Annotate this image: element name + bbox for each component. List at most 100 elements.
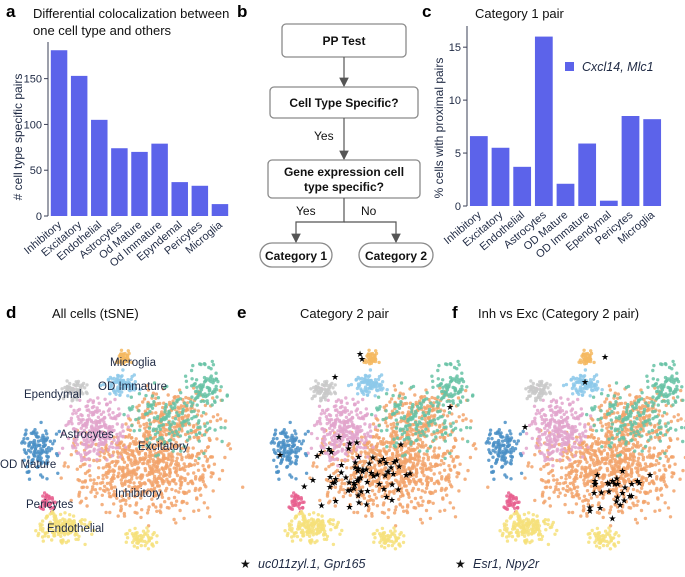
tsne-d-point-astrocytes <box>85 444 88 447</box>
tsne-e-point-ependymal <box>324 398 327 401</box>
tsne-d-point-inhibitory <box>106 482 109 485</box>
tsne-e-point-excitatory <box>430 375 433 378</box>
tsne-d-point-od-immature <box>120 374 123 377</box>
tsne-e-point-excitatory <box>461 378 464 381</box>
tsne-d-point-inhibitory <box>186 472 189 475</box>
tsne-f-point-inhibitory <box>560 476 563 479</box>
tsne-d-point-od-mature <box>27 449 30 452</box>
tsne-e-pair-marker: ★ <box>331 372 339 382</box>
tsne-d-point-inhibitory <box>126 473 129 476</box>
flow-arrow-no <box>344 222 396 242</box>
tsne-d-point-astrocytes <box>124 446 127 449</box>
tsne-e-point-excitatory <box>378 405 381 408</box>
tsne-e-point-excitatory <box>424 428 427 431</box>
tsne-d-point-inhibitory <box>154 411 157 414</box>
tsne-e-point-astrocytes <box>345 430 348 433</box>
tsne-d-point-excitatory <box>190 395 193 398</box>
tsne-f-point-inhibitory <box>544 480 547 483</box>
tsne-f-point-inhibitory <box>596 459 599 462</box>
tsne-d-point-inhibitory <box>107 472 110 475</box>
tsne-d-point-inhibitory <box>221 469 224 472</box>
tsne-f-point-inhibitory <box>600 460 603 463</box>
tsne-d-point-astrocytes <box>84 447 87 450</box>
tsne-d-point-excitatory <box>154 454 157 457</box>
tsne-e-point-inhibitory <box>426 475 429 478</box>
tsne-e-point-inhibitory <box>311 464 314 467</box>
tsne-d-point-excitatory <box>219 426 222 429</box>
tsne-e-point-inhibitory <box>453 465 456 468</box>
tsne-d-point-inhibitory <box>178 468 181 471</box>
tsne-d-point-inhibitory <box>172 518 175 521</box>
tsne-e-point-astrocytes <box>351 398 354 401</box>
tsne-d-point-excitatory <box>206 421 209 424</box>
tsne-f-point-inhibitory <box>649 490 652 493</box>
tsne-e-point-od-immature <box>363 377 366 380</box>
tsne-d-point-od-immature <box>116 377 119 380</box>
tsne-e-point-endothelial <box>398 533 401 536</box>
tsne-e-point-excitatory <box>458 363 461 366</box>
tsne-e-point-inhibitory <box>439 463 442 466</box>
tsne-f-point-inhibitory <box>549 486 552 489</box>
tsne-d-point-astrocytes <box>113 398 116 401</box>
tsne-d-point-inhibitory <box>128 504 131 507</box>
tsne-d-point-inhibitory <box>81 463 84 466</box>
tsne-e-point-excitatory <box>399 429 402 432</box>
tsne-e-point-od-immature <box>360 389 363 392</box>
tsne-e-point-endothelial <box>372 532 375 535</box>
tsne-d-point-inhibitory <box>194 477 197 480</box>
tsne-f-point-inhibitory <box>660 487 663 490</box>
chart-c-legend-label: Cxcl14, Mlc1 <box>582 60 654 74</box>
panel-d-tsne: All cells (tSNE) Microglia OD Immature E… <box>0 306 244 551</box>
tsne-e-point-astrocytes <box>333 422 336 425</box>
tsne-d-point-excitatory <box>203 376 206 379</box>
tsne-e-point-od-mature <box>290 460 293 463</box>
tsne-e-point-inhibitory <box>324 468 327 471</box>
tsne-f-point-inhibitory <box>649 464 652 467</box>
tsne-e-point-endothelial <box>313 541 316 544</box>
tsne-d-point-inhibitory <box>99 482 102 485</box>
tsne-d-point-inhibitory <box>110 487 113 490</box>
tsne-d-point-astrocytes <box>108 445 111 448</box>
tsne-e-point-inhibitory <box>457 396 460 399</box>
tsne-e-point-endothelial <box>337 521 340 524</box>
tsne-e-point-microglia <box>370 362 373 365</box>
cluster-label-pericytes: Pericytes <box>26 499 74 511</box>
tsne-d-point-astrocytes <box>74 446 77 449</box>
tsne-d-point-excitatory <box>187 418 190 421</box>
tsne-d-point-od-mature <box>53 439 56 442</box>
tsne-d-point-endothelial <box>68 513 71 516</box>
tsne-e-point-endothelial <box>325 538 328 541</box>
tsne-e-point-od-mature <box>299 447 302 450</box>
tsne-e-point-excitatory <box>405 428 408 431</box>
chart-a-title-line1: Differential colocalization between <box>33 6 229 21</box>
tsne-e-point-excitatory <box>453 392 456 395</box>
tsne-e-point-inhibitory <box>424 464 427 467</box>
tsne-d-point-excitatory <box>191 364 194 367</box>
tsne-d-point-inhibitory <box>80 500 83 503</box>
tsne-d-point-excitatory <box>134 418 137 421</box>
tsne-f-point-inhibitory <box>565 489 568 492</box>
tsne-f-point-inhibitory <box>586 483 589 486</box>
tsne-e-point-excitatory <box>444 439 447 442</box>
tsne-e-point-endothelial <box>385 534 388 537</box>
tsne-d-point-inhibitory <box>101 474 104 477</box>
tsne-d-point-inhibitory <box>182 491 185 494</box>
tsne-d-point-astrocytes <box>85 458 88 461</box>
tsne-e-pair-marker: ★ <box>345 444 353 454</box>
tsne-f-point-inhibitory <box>668 465 671 468</box>
tsne-d-point-endothelial <box>77 538 80 541</box>
tsne-e-point-inhibitory <box>384 421 387 424</box>
tsne-f-point-inhibitory <box>564 477 567 480</box>
tsne-e-point-od-mature <box>288 458 291 461</box>
tsne-d-point-inhibitory <box>137 421 140 424</box>
tsne-e-point-od-immature <box>369 368 372 371</box>
tsne-d-point-excitatory <box>220 440 223 443</box>
tsne-e-point-inhibitory <box>464 417 467 420</box>
tsne-e-point-inhibitory <box>404 458 407 461</box>
tsne-d-point-excitatory <box>151 407 154 410</box>
chart-a-bar-od-immature <box>151 144 167 216</box>
tsne-d-title: All cells (tSNE) <box>52 306 139 321</box>
tsne-d-point-excitatory <box>167 414 170 417</box>
tsne-e-point-inhibitory <box>394 388 397 391</box>
